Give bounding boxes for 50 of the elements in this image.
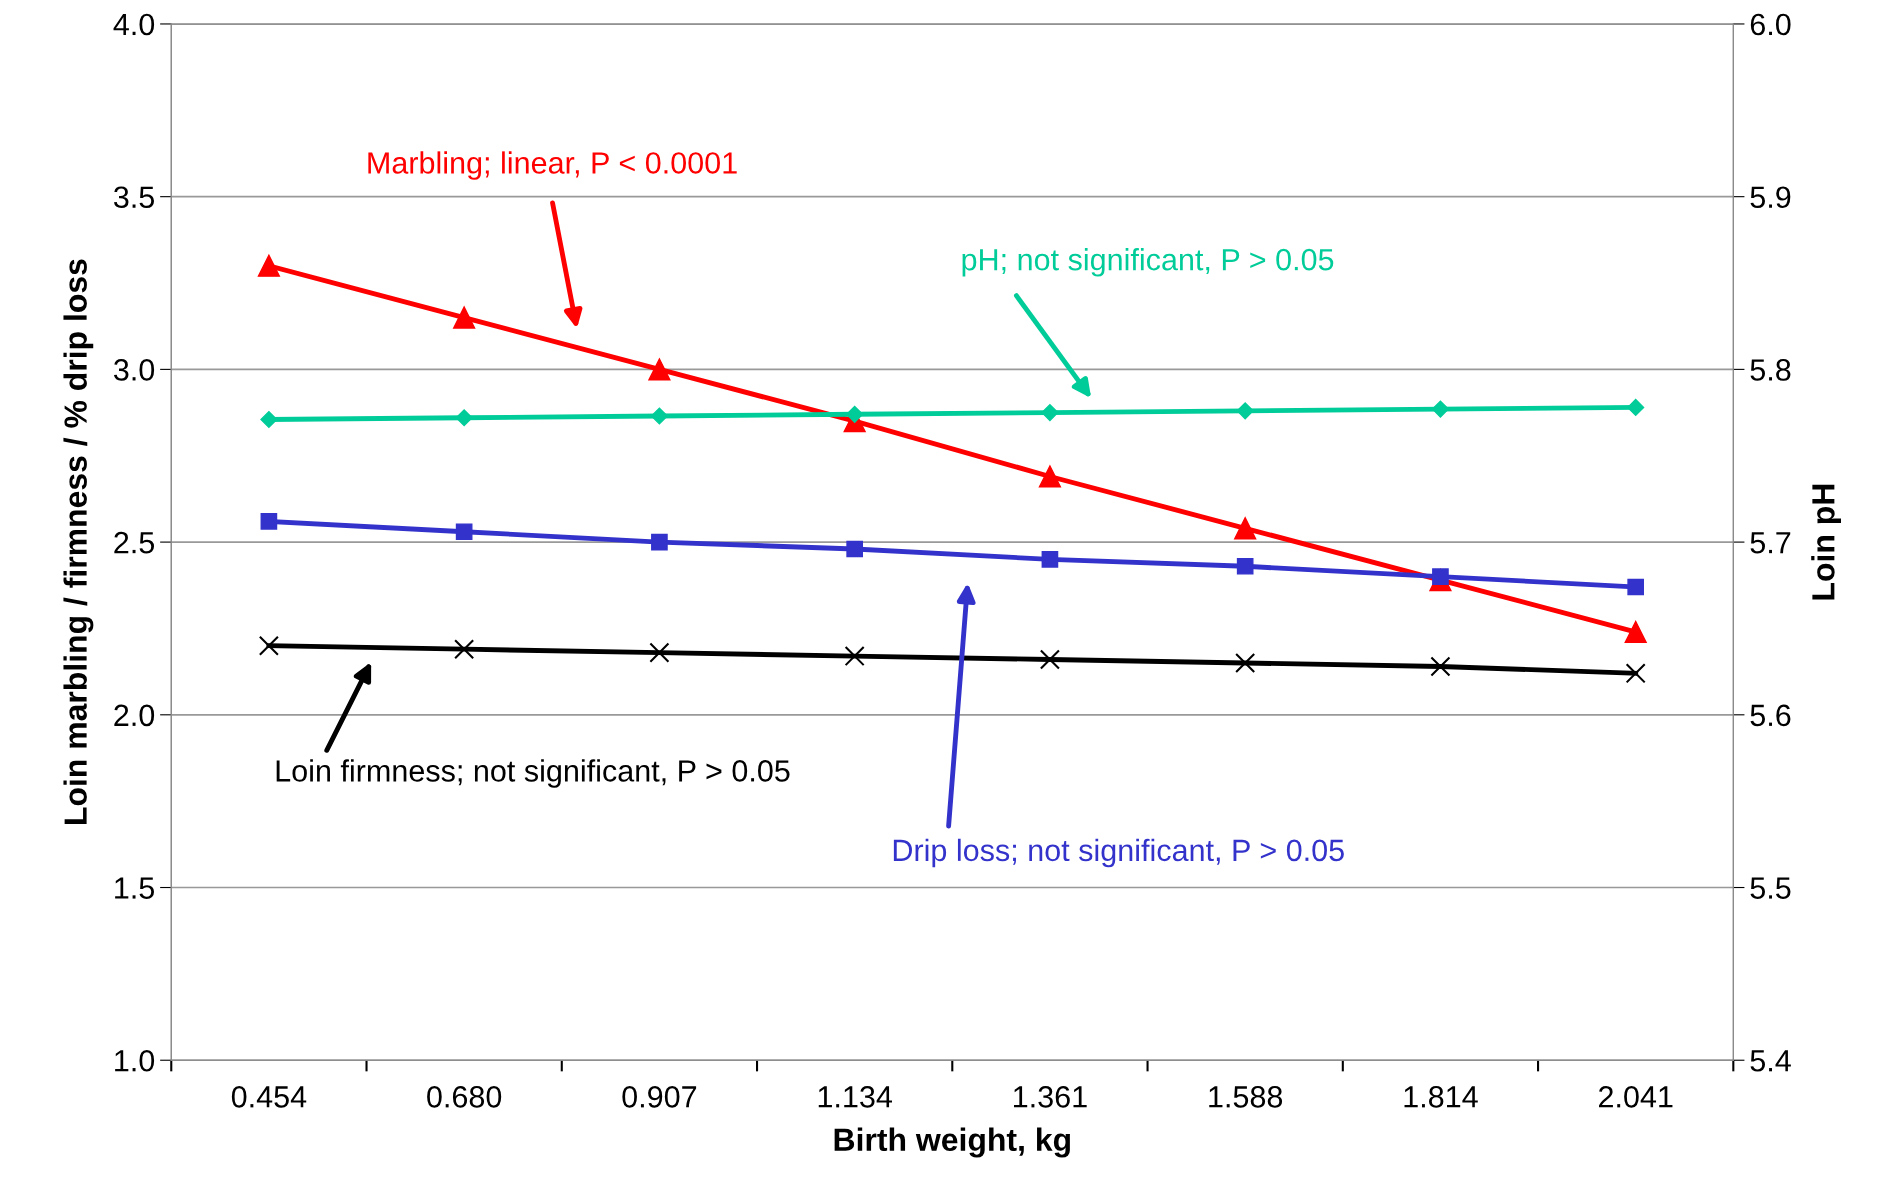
point xyxy=(257,254,281,277)
point xyxy=(1624,620,1647,644)
y2-tick-label: 5.5 xyxy=(1750,877,1791,899)
y2-tick-label: 5.7 xyxy=(1750,532,1791,554)
x-axis-title: Birth weight, kg xyxy=(834,1127,1070,1158)
point xyxy=(455,523,473,541)
x-tick-label: 2.041 xyxy=(1599,1086,1673,1108)
point xyxy=(1234,517,1257,540)
y2-tick-label: 6.0 xyxy=(1750,13,1791,36)
x-tick-label: 0.454 xyxy=(231,1086,307,1108)
y-tick-label: 3.5 xyxy=(113,186,155,209)
point xyxy=(649,642,670,663)
point xyxy=(1430,656,1451,677)
y2-tick-label: 5.6 xyxy=(1750,704,1791,727)
y-tick-label: 1.0 xyxy=(115,1049,155,1072)
point xyxy=(1039,649,1060,670)
y2-tick-label: 5.4 xyxy=(1750,1050,1791,1072)
x-tick-label: 1.361 xyxy=(1014,1086,1087,1108)
point xyxy=(1627,578,1645,596)
x-tick-label: 1.814 xyxy=(1404,1086,1478,1108)
point xyxy=(648,358,671,381)
x-tick-label: 1.134 xyxy=(818,1086,892,1108)
x-tick-label: 0.907 xyxy=(622,1086,697,1108)
annotation: Loin firmness; not significant, P > 0.05 xyxy=(276,759,790,788)
x-tick-label: 1.588 xyxy=(1209,1086,1283,1108)
y-tick-label: 2.5 xyxy=(114,531,155,554)
annotation: Drip loss; not significant, P > 0.05 xyxy=(893,838,1344,868)
point xyxy=(1038,465,1062,488)
point xyxy=(454,639,475,660)
y-tick-label: 1.5 xyxy=(115,877,155,899)
point xyxy=(1041,551,1059,568)
y-tick-label: 2.0 xyxy=(114,704,155,727)
y-tick-label: 4.0 xyxy=(113,13,155,36)
annotation: pH; not significant, P > 0.05 xyxy=(962,248,1334,277)
annotation: Marbling; linear, P < 0.0001 xyxy=(368,151,737,180)
point xyxy=(1236,557,1254,575)
point xyxy=(1625,663,1646,684)
x-tick-label: 0.680 xyxy=(427,1086,502,1108)
y-tick-label: 3.0 xyxy=(113,359,155,381)
point xyxy=(846,540,863,558)
point xyxy=(258,635,279,656)
point xyxy=(453,306,476,329)
point xyxy=(1235,652,1256,674)
y2-tick-label: 5.9 xyxy=(1750,186,1791,209)
point xyxy=(260,513,278,530)
y-axis-title: Loin marbling / firmness / % drip loss xyxy=(63,259,94,824)
y2-tick-label: 5.8 xyxy=(1750,359,1791,381)
point xyxy=(844,646,865,667)
point xyxy=(651,533,668,551)
y2-axis-title: Loin pH xyxy=(1811,484,1841,600)
